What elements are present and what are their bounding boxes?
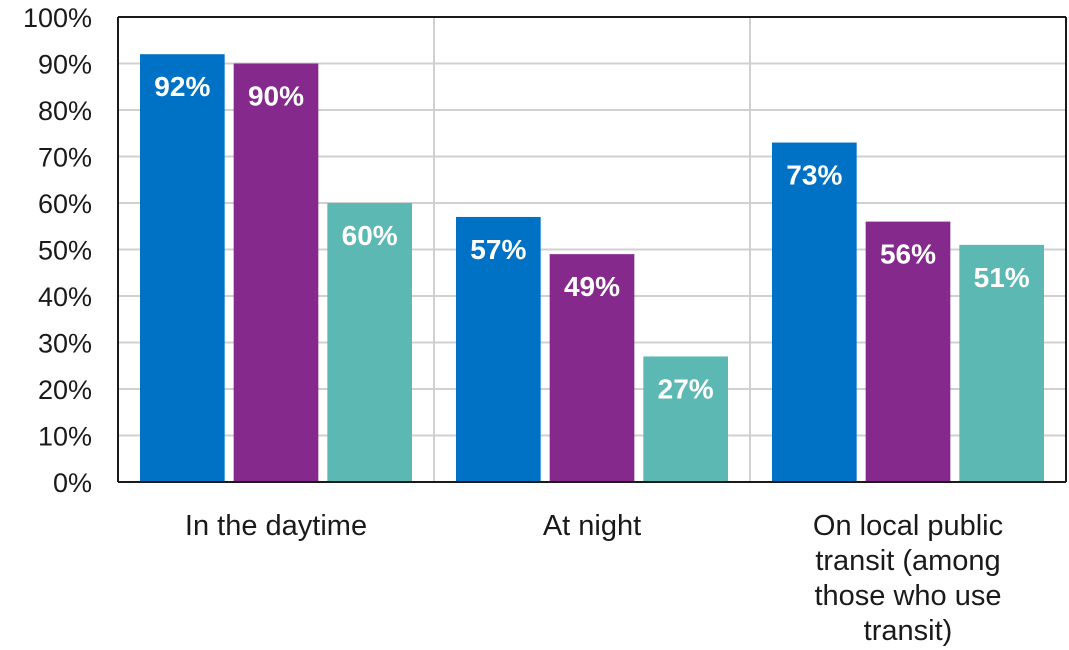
x-category-label-line: In the daytime: [185, 510, 367, 542]
bars: [140, 54, 1044, 483]
axes: [117, 16, 1067, 483]
bar: [233, 63, 319, 482]
bar: [643, 356, 728, 482]
data-label: 92%: [154, 71, 210, 102]
x-category-label-line: transit (among: [815, 545, 1000, 577]
bar: [327, 203, 412, 482]
y-tick-labels: 0% 10% 20% 30% 40% 50% 60% 70% 80% 90% 100%: [23, 3, 92, 498]
bar: [456, 216, 541, 482]
x-category-label-line: transit): [864, 615, 953, 647]
bar: [772, 142, 857, 483]
data-label: 57%: [470, 234, 526, 265]
y-tick-label: 70%: [38, 143, 92, 173]
x-category-label-line: those who use: [814, 580, 1001, 612]
data-label: 73%: [786, 160, 842, 191]
x-category-label: At night: [543, 510, 641, 542]
y-tick-label: 80%: [38, 96, 92, 126]
y-tick-label: 40%: [38, 282, 92, 312]
data-label: 49%: [564, 271, 620, 302]
data-label: 56%: [880, 239, 936, 270]
data-label: 27%: [658, 373, 714, 404]
y-tick-label: 20%: [38, 375, 92, 405]
data-label: 90%: [248, 81, 304, 112]
data-label: 60%: [342, 220, 398, 251]
x-category-label: On local public transit (among those who u…: [813, 510, 1003, 647]
y-tick-label: 50%: [38, 236, 92, 266]
x-category-label-line: At night: [543, 510, 641, 542]
data-labels: 92% 90% 60% 57% 49% 27% 73% 56% 51%: [154, 71, 1029, 404]
y-tick-label: 90%: [38, 50, 92, 80]
y-tick-label: 60%: [38, 189, 92, 219]
y-tick-label: 10%: [38, 422, 92, 452]
x-category-label: In the daytime: [185, 510, 367, 542]
x-category-label-line: On local public: [813, 510, 1003, 542]
bar: [865, 221, 951, 482]
bar: [959, 244, 1044, 482]
x-category-labels: In the daytime At night On local public tra…: [185, 510, 1003, 647]
y-tick-label: 30%: [38, 329, 92, 359]
y-tick-label: 0%: [53, 468, 92, 498]
data-label: 51%: [974, 262, 1030, 293]
bar: [140, 54, 225, 482]
y-tick-label: 100%: [23, 3, 92, 33]
bar: [549, 254, 635, 482]
